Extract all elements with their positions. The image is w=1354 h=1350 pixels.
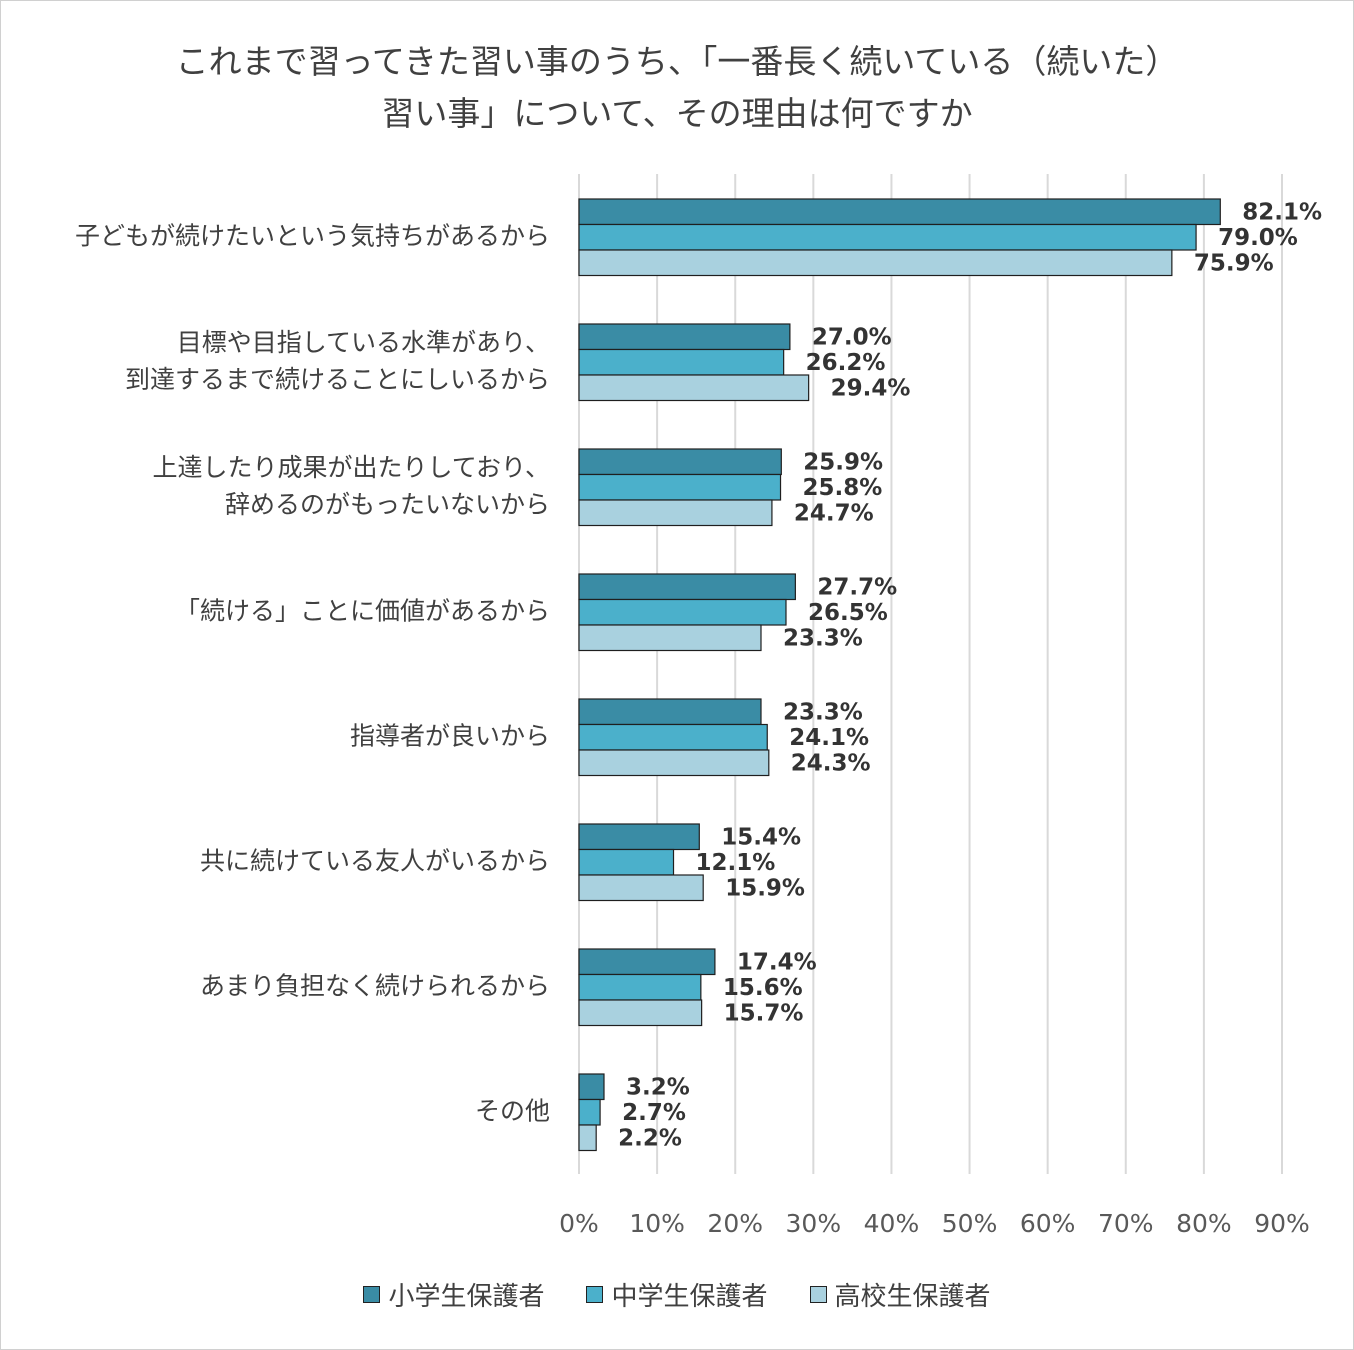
bar [578, 473, 782, 501]
category-label: あまり負担なく続けられるから [200, 971, 550, 1000]
bar [578, 749, 770, 777]
legend: 小学生保護者 中学生保護者 高校生保護者 [0, 1276, 1354, 1313]
data-label: 75.9% [1194, 250, 1274, 276]
bar [578, 823, 700, 851]
chart-title: これまで習ってきた習い事のうち、「一番長く続いている（続いた） 習い事」について… [0, 36, 1354, 140]
legend-swatch-junior-high [586, 1286, 604, 1303]
x-tick-label: 30% [786, 1209, 842, 1238]
x-tick-label: 90% [1254, 1209, 1310, 1238]
bar [578, 223, 1197, 251]
data-label: 27.7% [817, 574, 897, 600]
data-label: 12.1% [696, 850, 776, 876]
category-label: その他 [475, 1096, 550, 1125]
data-label: 24.1% [789, 725, 869, 751]
bar [578, 198, 1221, 226]
data-label: 15.9% [725, 875, 805, 901]
bar [578, 999, 703, 1027]
category-label: 上達したり成果が出たりしており、 [152, 453, 550, 482]
bar [578, 573, 796, 601]
legend-swatch-elementary [363, 1286, 381, 1303]
data-label: 23.3% [783, 625, 863, 651]
category-label: 子どもが続けたいという気持ちがあるから [75, 221, 550, 250]
legend-item-junior-high: 中学生保護者 [586, 1276, 768, 1313]
category-label: 目標や目指している水準があり、 [177, 328, 550, 357]
bar [578, 1073, 605, 1101]
chart-title-line-1: これまで習ってきた習い事のうち、「一番長く続いている（続いた） [175, 42, 1179, 81]
data-label: 82.1% [1242, 199, 1322, 225]
bar [578, 499, 773, 527]
legend-item-elementary: 小学生保護者 [363, 1276, 544, 1313]
x-tick-label: 0% [559, 1209, 599, 1238]
chart-title-line-2: 習い事」について、その理由は何ですか [381, 94, 973, 133]
category-label: 辞めるのがもったいないから [225, 490, 550, 519]
data-label: 24.7% [794, 500, 874, 526]
bar [578, 1124, 597, 1152]
bar [578, 249, 1173, 277]
data-label: 25.8% [803, 475, 883, 501]
category-label: 到達するまで続けることにしいるから [125, 365, 550, 394]
bar [578, 1098, 601, 1126]
data-label: 15.4% [721, 824, 801, 850]
data-label: 17.4% [737, 949, 817, 975]
category-label: 「続ける」ことに価値があるから [175, 596, 550, 625]
bar [578, 948, 716, 976]
data-label: 25.9% [803, 449, 883, 475]
data-label: 29.4% [831, 375, 911, 401]
legend-item-high-school: 高校生保護者 [809, 1276, 991, 1313]
data-label: 2.2% [618, 1125, 682, 1151]
bar [578, 874, 704, 902]
legend-label-elementary: 小学生保護者 [388, 1282, 545, 1312]
bar [578, 698, 762, 726]
data-label: 15.7% [724, 1000, 804, 1026]
legend-label-high-school: 高校生保護者 [834, 1282, 991, 1312]
bar [578, 973, 702, 1001]
x-tick-label: 50% [942, 1209, 998, 1238]
legend-label-junior-high: 中学生保護者 [611, 1282, 768, 1312]
data-label: 79.0% [1218, 225, 1298, 251]
data-label: 23.3% [783, 699, 863, 725]
bar [578, 348, 785, 376]
data-label: 15.6% [723, 975, 803, 1001]
x-tick-label: 80% [1176, 1209, 1232, 1238]
bar [578, 323, 791, 351]
bar [578, 598, 787, 626]
bar [578, 723, 768, 751]
data-label: 27.0% [812, 324, 892, 350]
data-label: 26.5% [808, 600, 888, 626]
x-tick-label: 20% [707, 1209, 763, 1238]
bar [578, 374, 810, 402]
legend-swatch-high-school [809, 1286, 827, 1303]
category-label: 共に続けている友人がいるから [200, 846, 550, 875]
bar [578, 624, 762, 652]
data-label: 3.2% [626, 1074, 690, 1100]
data-label: 26.2% [806, 350, 886, 376]
data-label: 24.3% [791, 750, 871, 776]
x-tick-label: 40% [864, 1209, 920, 1238]
x-tick-label: 60% [1020, 1209, 1076, 1238]
x-tick-label: 70% [1098, 1209, 1154, 1238]
x-tick-label: 10% [629, 1209, 685, 1238]
bar [578, 448, 782, 476]
bar [578, 848, 675, 876]
data-label: 2.7% [622, 1100, 686, 1126]
category-label: 指導者が良いから [350, 721, 550, 750]
